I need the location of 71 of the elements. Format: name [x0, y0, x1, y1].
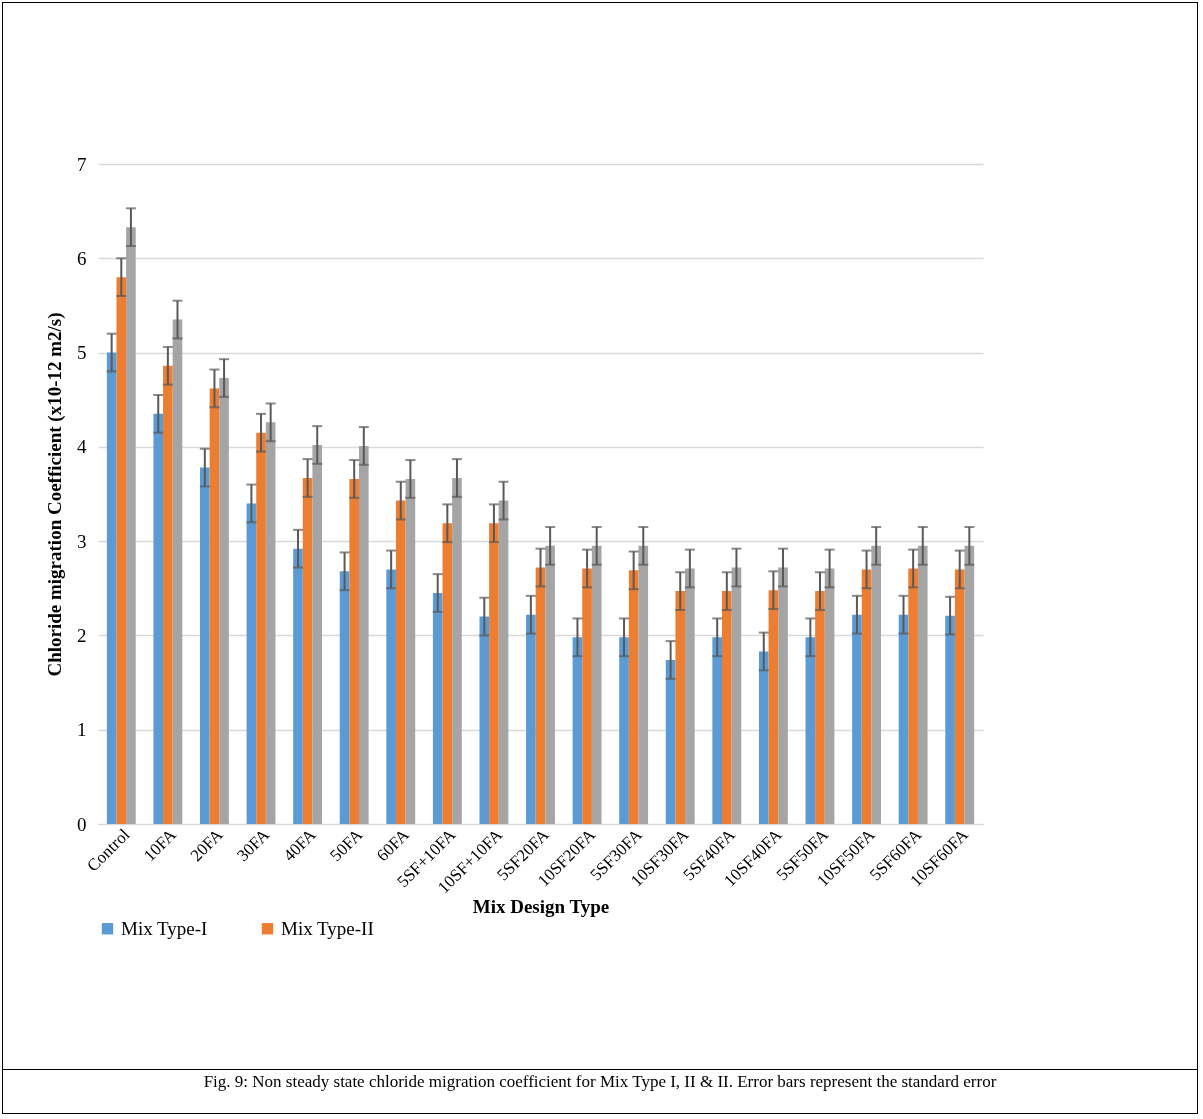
bar [246, 503, 257, 824]
bar [442, 523, 453, 824]
bar [665, 659, 676, 824]
legend-label: Mix Type-I [121, 917, 208, 939]
bar [619, 637, 629, 824]
bar [815, 591, 825, 824]
bar [535, 567, 546, 824]
y-tick-label: 6 [77, 247, 87, 269]
y-axis-title: Chloride migration Coefficient (x10-12 m2/s) [44, 312, 66, 677]
bar [172, 319, 183, 824]
bar [386, 569, 396, 824]
y-tick-label: 4 [77, 436, 87, 458]
bar [349, 478, 359, 824]
bar [126, 227, 136, 824]
bar [675, 591, 686, 824]
bar [116, 277, 127, 824]
bar [209, 388, 220, 824]
bar [582, 568, 592, 824]
bar [954, 569, 965, 824]
bar [359, 445, 369, 824]
bar [824, 568, 835, 824]
bar [758, 651, 769, 824]
bar [591, 545, 602, 824]
bar [479, 616, 490, 824]
bar [452, 477, 462, 824]
bar [945, 615, 955, 824]
bar [628, 570, 639, 824]
bar [712, 637, 722, 824]
bar [768, 590, 779, 824]
bar [339, 571, 350, 824]
bar [778, 567, 788, 824]
y-tick-label: 7 [77, 153, 87, 175]
bar [395, 500, 406, 824]
bar [106, 352, 117, 824]
caption: Fig. 9: Non steady state chloride migration coefficient for Mix Type I, II & II. Error bars represent the standard error [202, 1072, 998, 1092]
bar [432, 593, 443, 824]
y-tick-label: 5 [77, 342, 87, 364]
bar [526, 614, 536, 824]
bar [312, 444, 323, 824]
bar [293, 548, 303, 824]
bar [302, 477, 313, 824]
bar [200, 467, 210, 824]
y-tick-label: 3 [77, 530, 87, 552]
bar [545, 545, 555, 824]
x-tick-label: 40FA [279, 824, 321, 866]
bar [722, 591, 732, 824]
bar [153, 413, 164, 824]
bar [731, 567, 742, 824]
bar [489, 523, 499, 824]
bar [917, 545, 928, 824]
bar [964, 545, 975, 824]
bar [685, 568, 695, 824]
bar [219, 378, 229, 824]
bar [265, 422, 276, 824]
bar [638, 545, 649, 824]
y-tick-label: 1 [77, 719, 87, 741]
bar [405, 478, 416, 824]
x-axis-title: Mix Design Type [472, 896, 610, 918]
bar [871, 545, 881, 824]
bar [805, 637, 816, 824]
bar [852, 614, 862, 824]
y-tick-label: 2 [77, 624, 87, 646]
bar [256, 432, 266, 824]
bar [898, 614, 909, 824]
bar [498, 500, 509, 824]
bar [861, 569, 872, 824]
bar [572, 637, 583, 824]
bar [908, 568, 918, 824]
y-tick-label: 0 [77, 813, 87, 835]
legend-label: Mix Type-II [281, 917, 374, 939]
bar [163, 365, 173, 824]
